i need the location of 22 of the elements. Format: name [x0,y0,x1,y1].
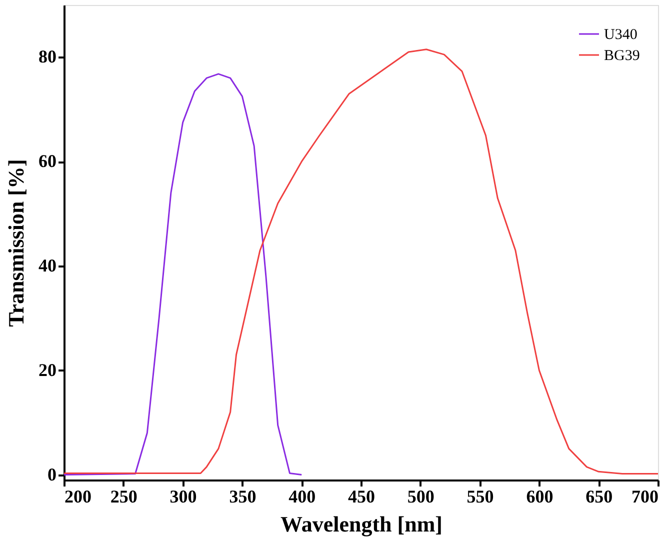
x-tick-label: 200 [64,486,92,506]
y-tick-label: 0 [48,464,56,484]
x-tick-label: 600 [526,486,554,506]
x-axis-title: Wavelength [nm] [280,512,442,536]
x-tick-label: 300 [170,486,197,506]
y-axis-title: Transmission [%] [4,159,28,327]
x-tick-label: 250 [110,486,138,506]
line-series [63,48,659,474]
x-tick-label: 700 [632,486,658,506]
x-tick-label: 550 [466,486,494,506]
y-tick-label: 40 [38,255,56,276]
y-tick-label: 80 [38,46,56,67]
legend-label: BG39 [604,48,640,64]
x-tick-label: 500 [407,486,434,506]
legend-label: U340 [604,27,638,43]
x-tick-label: 350 [229,486,256,506]
line-series [63,73,302,476]
y-tick-label: 20 [38,360,56,380]
x-tick-label: 650 [586,486,613,506]
x-tick-label: 400 [288,486,316,506]
x-tick-label: 450 [348,486,375,506]
y-tick-label: 60 [38,151,56,172]
